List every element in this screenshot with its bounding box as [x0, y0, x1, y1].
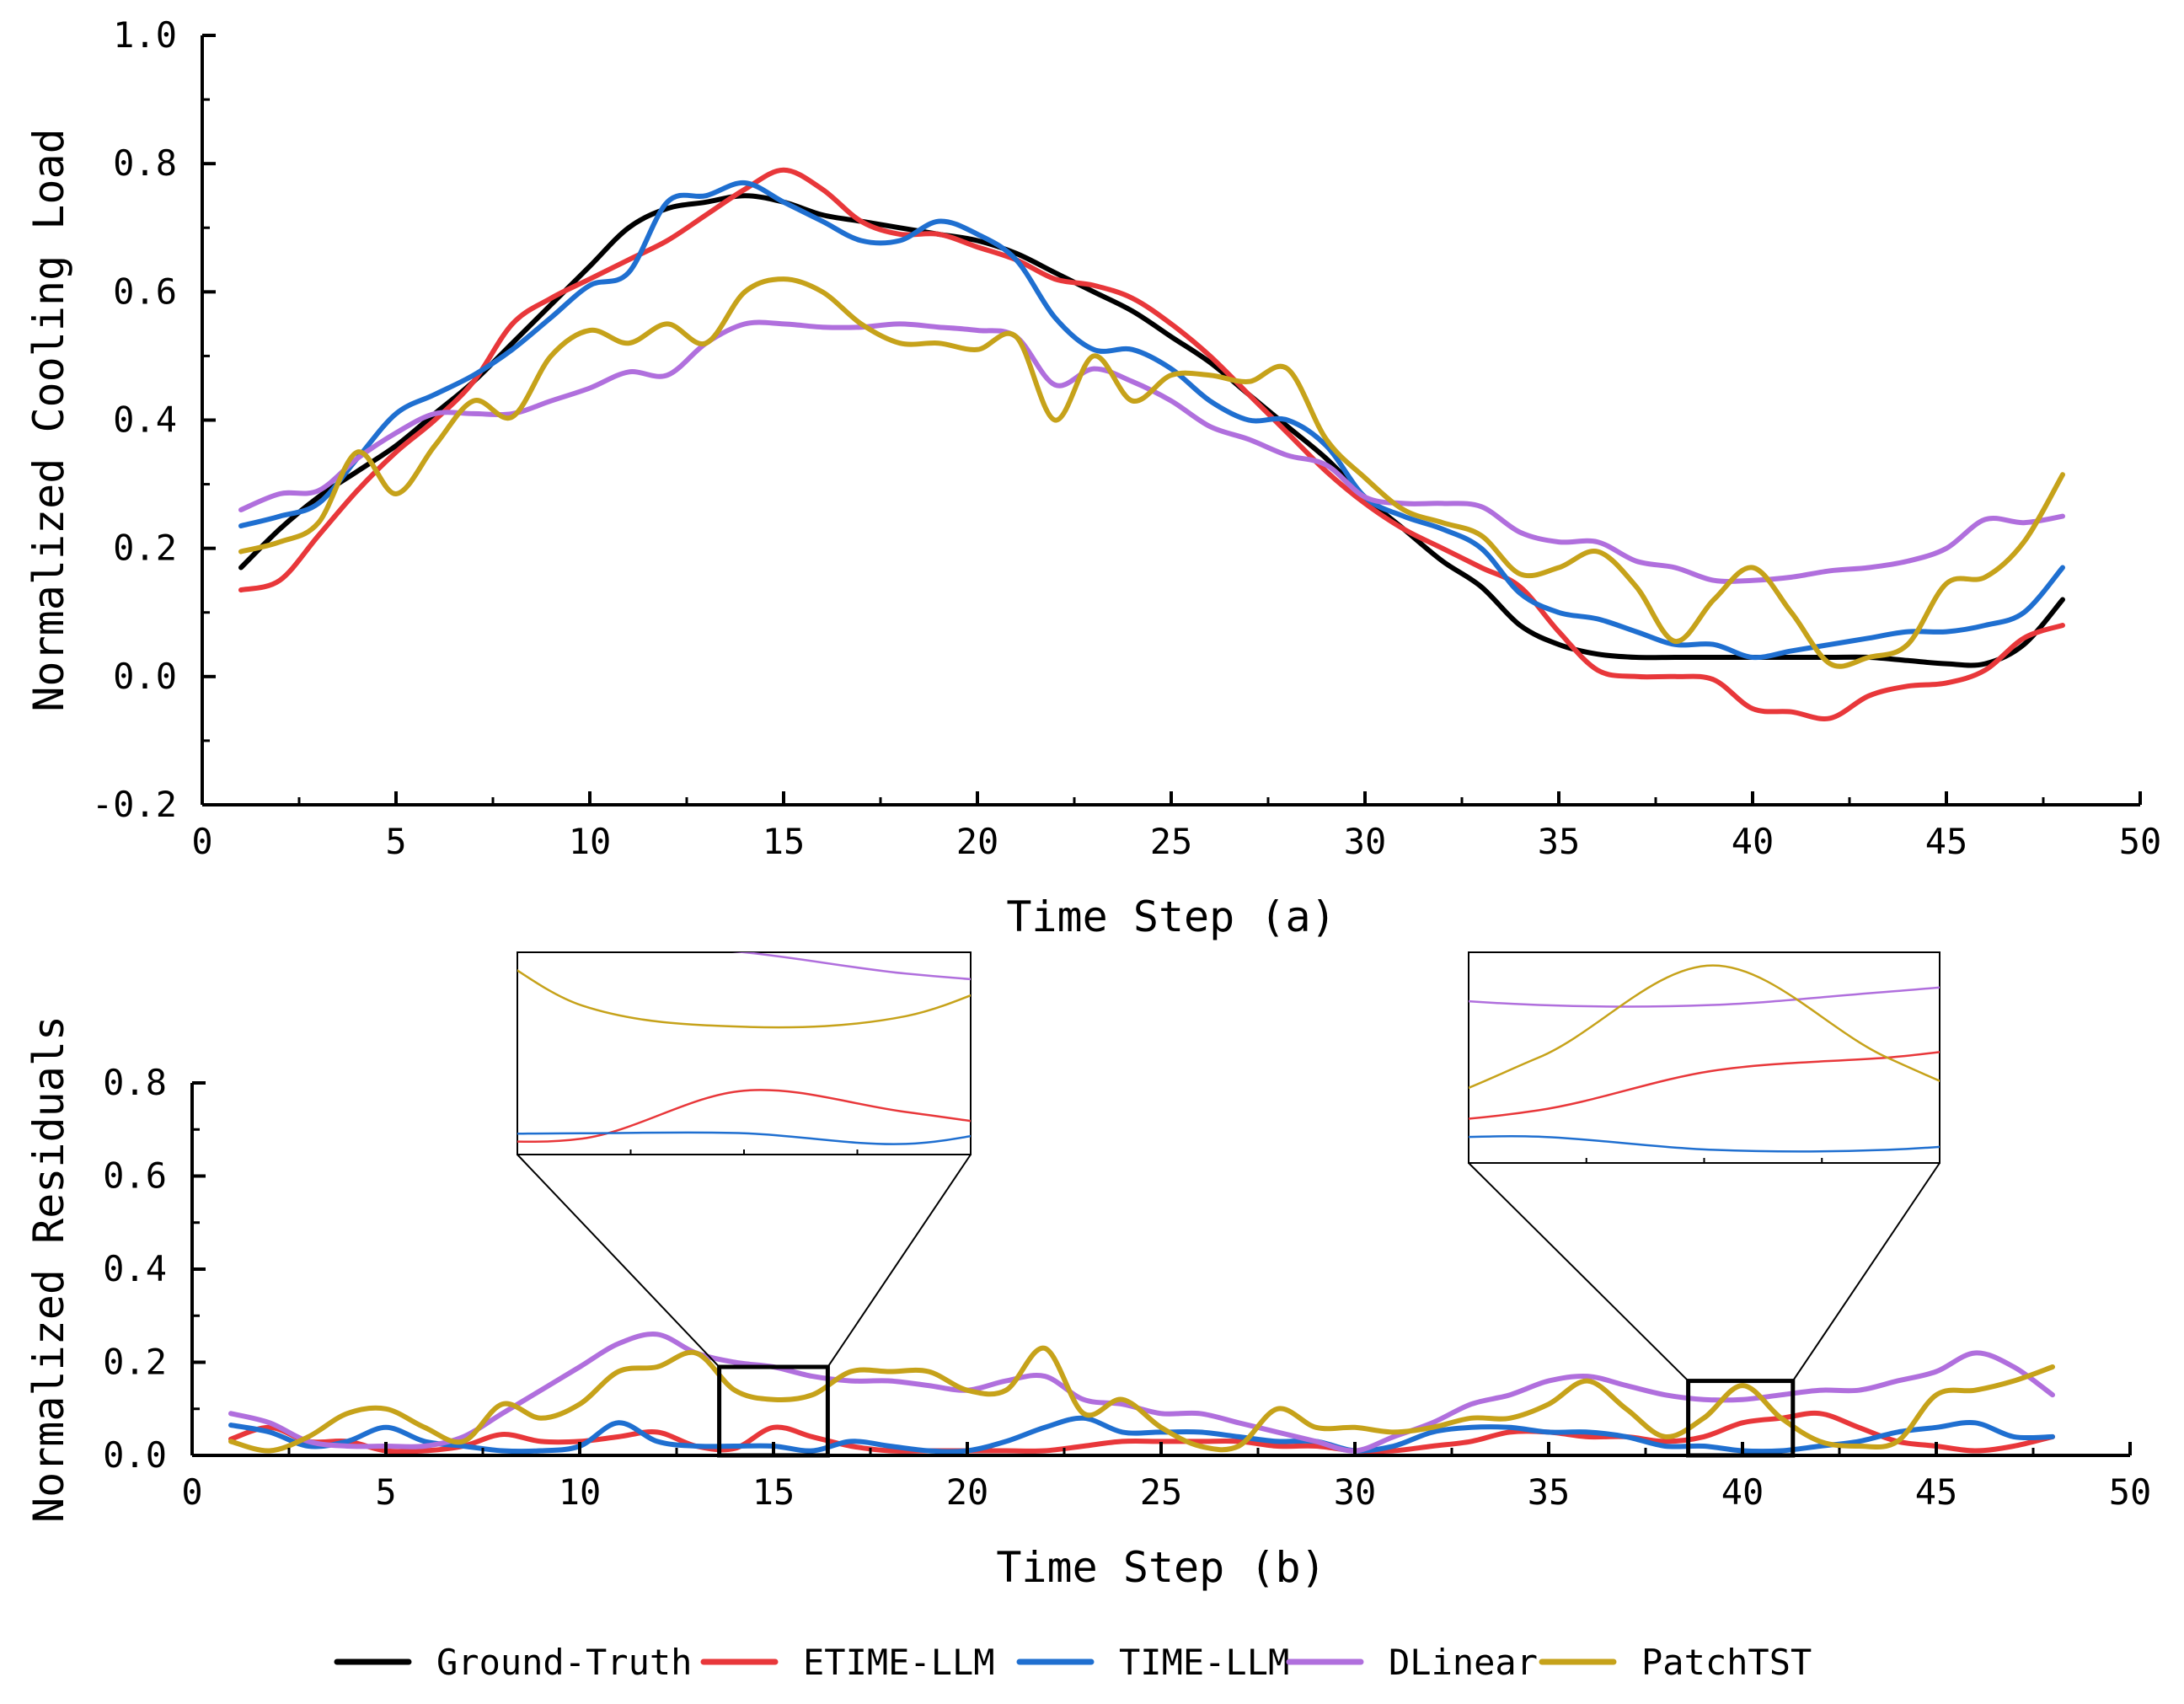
series-line-patchtst — [228, 1345, 2055, 1454]
x-axis-title: Time Step (a) — [1006, 892, 1336, 941]
x-tick-label: 20 — [956, 821, 999, 862]
zoom-insets — [517, 951, 1940, 1458]
legend: Ground-Truth ETIME-LLM TIME-LLM DLinear Patc… — [334, 1642, 1812, 1683]
x-tick-label: 20 — [946, 1471, 989, 1513]
x-tick-label: 0 — [191, 821, 212, 862]
zoom-connector — [827, 1154, 972, 1368]
inset-series-line-time-llm — [1469, 1134, 1940, 1153]
series-group — [228, 1332, 2055, 1455]
y-tick-label: -0.2 — [92, 784, 177, 825]
zoom-inset-frame — [1468, 951, 1940, 1164]
series-line-etime-llm — [228, 1410, 2055, 1455]
x-tick-label: 30 — [1344, 821, 1387, 862]
y-tick-label: 0.2 — [113, 528, 177, 569]
y-tick-label: 1.0 — [113, 14, 177, 56]
y-tick-label: 0.4 — [103, 1248, 167, 1289]
legend-label: DLinear — [1389, 1642, 1538, 1683]
zoom-inset-frame — [517, 951, 972, 1155]
zoom-inset-plot — [1469, 964, 1940, 1153]
series-line-dlinear — [238, 319, 2065, 584]
series-line-ground-truth — [238, 193, 2065, 668]
legend-label: ETIME-LLM — [803, 1642, 995, 1683]
inset-series-line-dlinear — [1469, 986, 1940, 1008]
zoom-connector — [1468, 1162, 1689, 1382]
panel-a-cooling-load-chart: 0 5 10 15 20 25 30 35 40 45 50 -0.2 0.0 0.2 0.4 0.6 0.8 1… — [24, 14, 2161, 941]
x-tick-label: 25 — [1150, 821, 1193, 862]
panel-b-residuals-chart: 0 5 10 15 20 25 30 35 40 45 50 0.0 0.2 0.4 0.6 0.8 Time … — [24, 1015, 2151, 1592]
zoom-connector — [1791, 1162, 1940, 1382]
zoom-region-box — [1686, 1379, 1796, 1458]
y-tick-label: 0.8 — [113, 142, 177, 184]
series-line-patchtst — [238, 276, 2065, 669]
x-tick-label: 5 — [385, 821, 406, 862]
x-tick-label: 50 — [2109, 1471, 2152, 1513]
x-tick-label: 40 — [1721, 1471, 1764, 1513]
y-axis-title: Normalized Cooling Load — [24, 128, 73, 711]
y-tick-label: 0.0 — [113, 656, 177, 697]
inset-series-line-patchtst — [1469, 964, 1940, 1090]
x-tick-label: 50 — [2119, 821, 2162, 862]
x-tick-label: 30 — [1334, 1471, 1377, 1513]
x-tick-label: 35 — [1538, 821, 1581, 862]
legend-label: Ground-Truth — [436, 1642, 692, 1683]
y-tick-label: 0.2 — [103, 1342, 167, 1383]
x-tick-label: 15 — [763, 821, 806, 862]
x-tick-label: 40 — [1732, 821, 1774, 862]
x-tick-label: 10 — [559, 1471, 602, 1513]
zoom-connector — [517, 1154, 720, 1368]
series-line-time-llm — [228, 1415, 2055, 1455]
y-tick-label: 0.8 — [103, 1062, 167, 1103]
x-tick-label: 45 — [1915, 1471, 1958, 1513]
x-tick-label: 15 — [752, 1471, 795, 1513]
x-tick-label: 45 — [1925, 821, 1968, 862]
y-tick-label: 0.0 — [103, 1434, 167, 1476]
zoom-region-box — [717, 1364, 830, 1458]
y-tick-label: 0.4 — [113, 399, 177, 441]
x-axis-title: Time Step (b) — [996, 1543, 1325, 1592]
x-tick-label: 0 — [181, 1471, 202, 1513]
series-group — [238, 167, 2065, 721]
inset-series-line-etime-llm — [1469, 1051, 1940, 1120]
x-tick-label: 35 — [1528, 1471, 1571, 1513]
y-tick-label: 0.6 — [113, 271, 177, 312]
y-tick-label: 0.6 — [103, 1155, 167, 1197]
legend-label: TIME-LLM — [1119, 1642, 1289, 1683]
y-axis-title: Normalized Residuals — [24, 1015, 73, 1523]
series-line-time-llm — [238, 180, 2065, 661]
legend-label: PatchTST — [1641, 1642, 1812, 1683]
x-tick-label: 10 — [569, 821, 612, 862]
x-tick-label: 25 — [1140, 1471, 1183, 1513]
x-tick-label: 5 — [375, 1471, 396, 1513]
series-line-etime-llm — [238, 167, 2065, 721]
